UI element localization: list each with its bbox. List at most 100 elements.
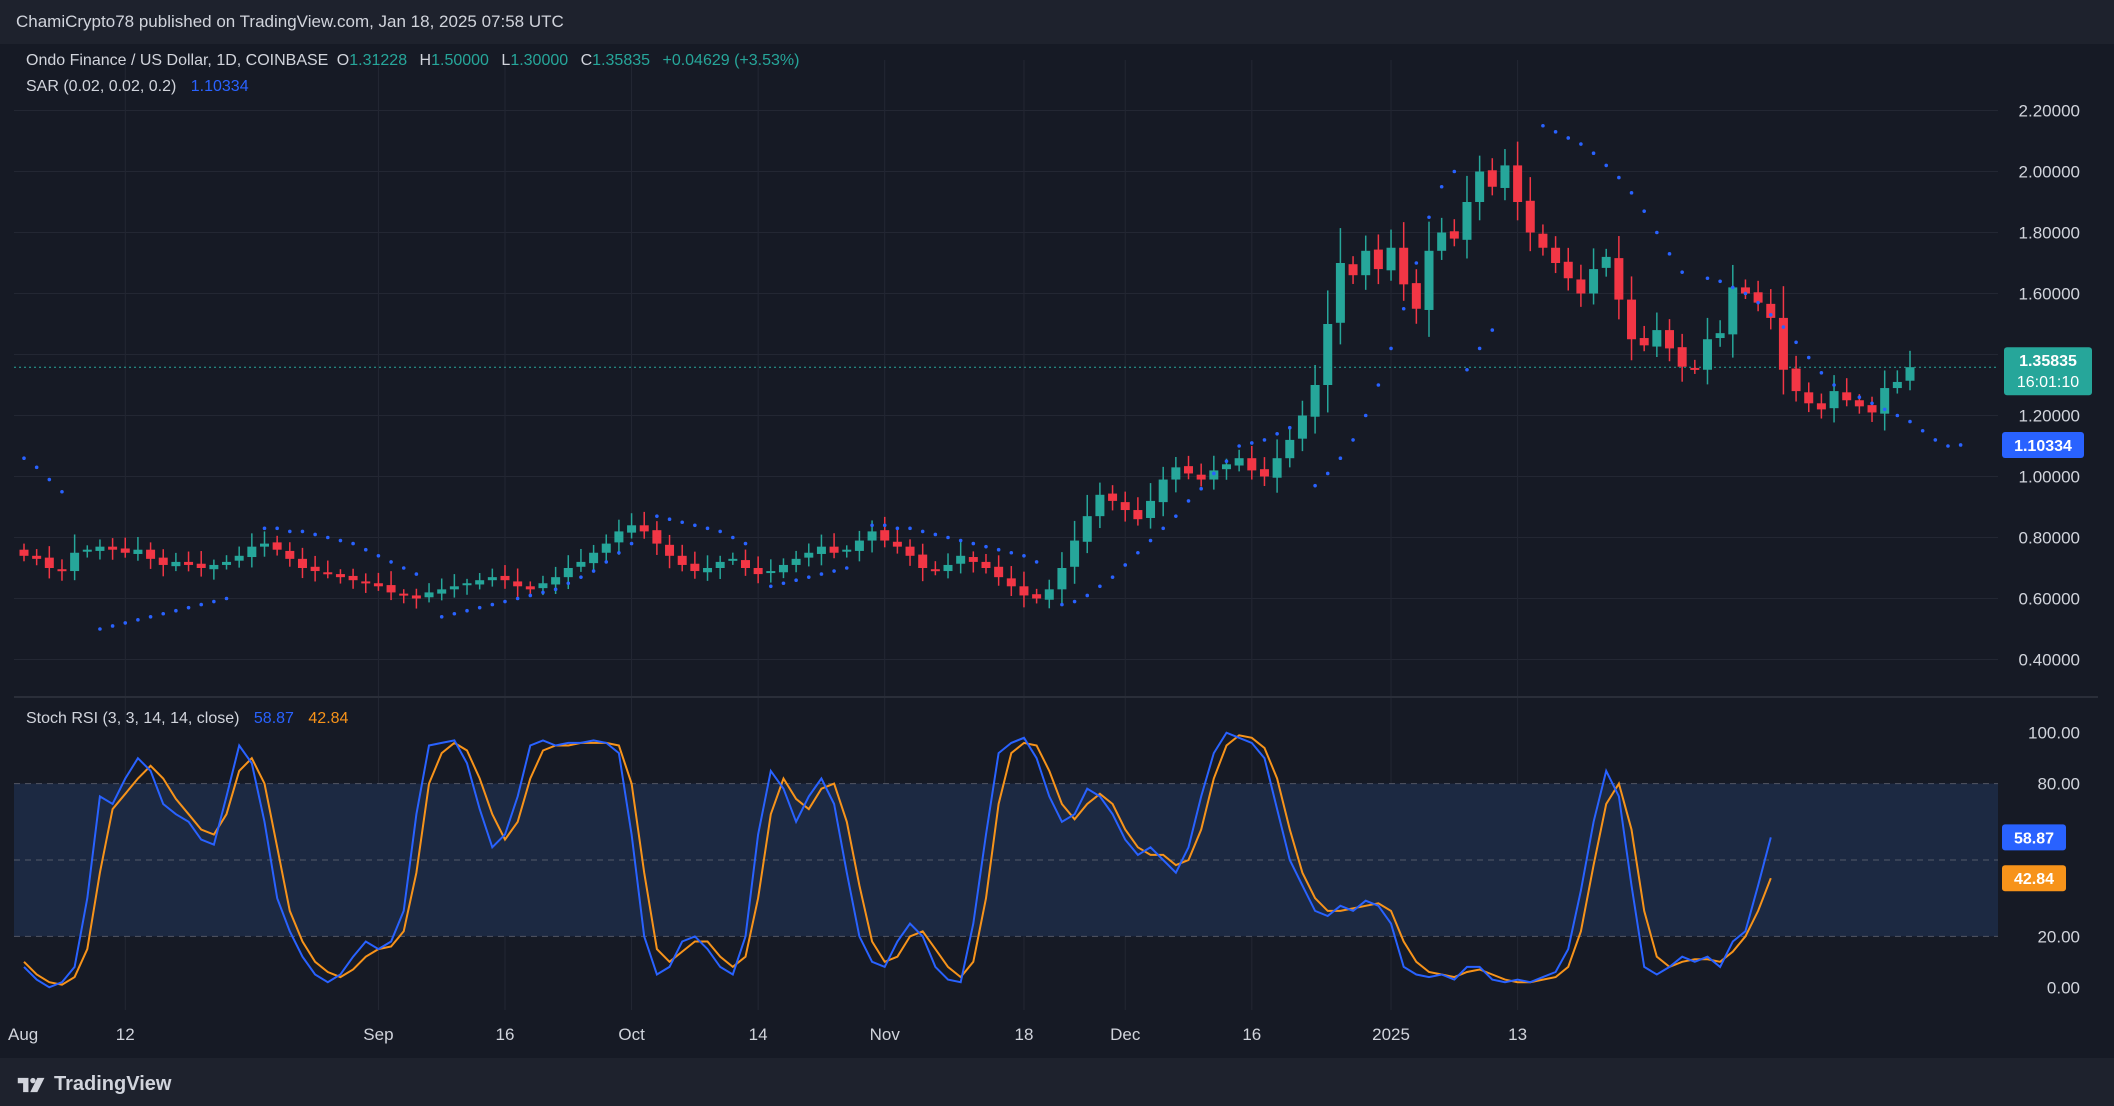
sar-dot <box>98 627 102 631</box>
sar-dot <box>1642 209 1646 213</box>
candle-body <box>70 552 80 572</box>
sar-dot <box>1655 230 1659 235</box>
sar-dot <box>1338 456 1343 461</box>
sar-dot <box>1920 428 1925 433</box>
sar-dot <box>832 569 836 573</box>
candle-body <box>1753 292 1763 303</box>
sar-dot <box>515 596 520 601</box>
candle-body <box>1475 171 1485 202</box>
candle-body <box>804 552 814 558</box>
sar-dot <box>161 611 166 616</box>
candle-body <box>829 546 839 553</box>
candle-body <box>196 563 206 568</box>
candle-body <box>1373 249 1383 270</box>
candle-body <box>272 542 282 550</box>
sar-dot <box>313 532 317 537</box>
sar-dot <box>667 517 672 521</box>
sar-dot <box>1199 486 1203 491</box>
candle-body <box>399 593 409 596</box>
tradingview-logo[interactable]: TradingView <box>16 1073 171 1096</box>
candle-body <box>614 531 624 543</box>
candle-body <box>905 546 915 556</box>
sar-dot <box>1882 407 1887 412</box>
sar-dot <box>1946 444 1950 448</box>
candle-body <box>1171 467 1181 480</box>
candle-body <box>475 580 485 585</box>
sar-dot <box>617 550 621 555</box>
sar-dot <box>1895 413 1900 418</box>
candle-body <box>1070 540 1080 567</box>
sar-dot <box>895 526 900 531</box>
candle-body <box>880 530 890 541</box>
candle-body <box>1639 338 1649 346</box>
sar-dot <box>806 575 811 579</box>
sar-dot <box>1832 383 1836 387</box>
candle-body <box>740 560 750 568</box>
candle-body <box>437 589 447 594</box>
sar-dot <box>275 526 279 531</box>
sar-dot <box>1730 285 1735 290</box>
sar-dot <box>1781 325 1786 329</box>
sar-dot <box>338 538 343 543</box>
sar-dot <box>288 529 292 534</box>
candle-body <box>1690 367 1700 370</box>
d-badge: 42.84 <box>2002 865 2066 892</box>
candle-body <box>1766 303 1776 318</box>
candle-body <box>1589 269 1599 294</box>
candle-body <box>120 548 130 553</box>
last-price-value: 1.35835 <box>2019 353 2077 370</box>
symbol-title[interactable]: Ondo Finance / US Dollar, 1D, COINBASE <box>26 52 329 69</box>
candle-body <box>766 571 776 574</box>
sar-dot <box>781 581 786 586</box>
d-badge-value: 42.84 <box>2014 871 2054 888</box>
sar-dot <box>1718 279 1722 284</box>
sar-dot <box>566 581 571 586</box>
sar-dot <box>1743 291 1748 296</box>
candle-body <box>1804 392 1814 404</box>
sar-dot <box>1287 425 1292 430</box>
candle-body <box>1221 464 1231 470</box>
stoch-k-value: 58.87 <box>253 710 294 727</box>
candle-body <box>462 583 472 586</box>
candle-body <box>259 543 269 547</box>
close-value: 1.35835 <box>592 52 651 69</box>
candle-body <box>892 541 902 547</box>
sar-dot <box>1933 438 1938 442</box>
price-chart-svg[interactable]: 2.200002.000001.800001.600001.400001.200… <box>0 44 2114 1058</box>
k-badge: 58.87 <box>2002 824 2066 851</box>
candle-body <box>1348 264 1358 276</box>
candle-body <box>108 546 118 550</box>
x-tick-label: Aug <box>8 1025 38 1044</box>
candle-body <box>1652 330 1662 347</box>
x-tick-label: Sep <box>363 1025 393 1044</box>
stoch-label[interactable]: Stoch RSI (3, 3, 14, 14, close) <box>26 710 240 727</box>
sar-dot <box>439 615 444 619</box>
candle-body <box>1563 261 1573 279</box>
candle-body <box>57 569 67 572</box>
candle-body <box>209 564 219 570</box>
sar-badge: 1.10334 <box>2002 431 2084 458</box>
sar-dot <box>1313 483 1317 488</box>
sar-dot <box>541 590 545 595</box>
candle-body <box>247 546 257 558</box>
sar-dot <box>414 572 419 576</box>
sar-dot <box>1325 471 1330 476</box>
candle-body <box>1399 247 1409 285</box>
candle-body <box>1259 469 1269 477</box>
sar-dot <box>1414 261 1419 265</box>
sar-dot <box>705 526 710 531</box>
sar-dot <box>47 477 52 482</box>
high-label: H <box>419 52 432 69</box>
candle-body <box>968 557 978 562</box>
publisher-line: ChamiCrypto78 published on TradingView.c… <box>16 12 564 31</box>
sar-label[interactable]: SAR (0.02, 0.02, 0.2) <box>26 78 177 95</box>
candle-body <box>703 568 713 573</box>
sar-dot <box>731 535 735 540</box>
candle-body <box>1158 479 1168 503</box>
candle-body <box>665 544 675 556</box>
y-tick-label: 0.40000 <box>2019 651 2080 670</box>
candle-body <box>1449 231 1459 239</box>
sar-dot <box>528 593 533 598</box>
candle-body <box>1310 385 1320 417</box>
candles <box>19 141 1915 609</box>
